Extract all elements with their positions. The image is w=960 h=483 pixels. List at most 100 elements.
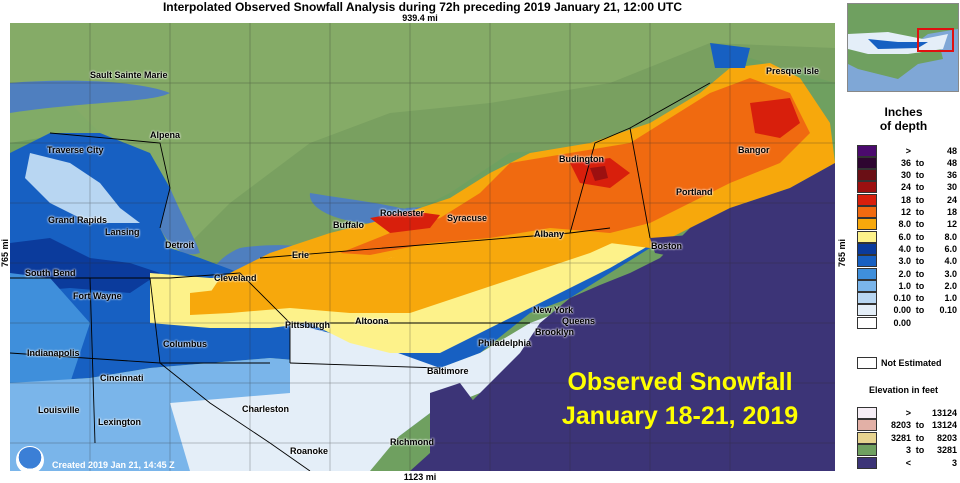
snow-row: 4.0 to 6.0 bbox=[857, 242, 957, 255]
scale-top-label: 939.4 mi bbox=[402, 13, 438, 23]
snow-high-value: 30 bbox=[946, 182, 957, 193]
legend: Inches of depth >48 36 to 48 30 to 36 24 to 30 18 t… bbox=[847, 95, 960, 480]
city-roanoke: Roanoke bbox=[290, 446, 329, 456]
snow-low-value: 36 bbox=[900, 157, 911, 168]
snow-low-value: 18 bbox=[900, 194, 911, 205]
snow-high-value: 3.0 bbox=[944, 268, 957, 279]
city-erie: Erie bbox=[292, 250, 310, 260]
legend-title: Inches of depth bbox=[847, 105, 960, 133]
snow-high-value: 6.0 bbox=[944, 243, 957, 254]
snow-row: 2.0 to 3.0 bbox=[857, 267, 957, 280]
elev-swatch bbox=[857, 456, 877, 469]
elev-row: 3281 to 8203 bbox=[857, 431, 957, 444]
observed-snowfall-overlay: Observed Snowfall January 18-21, 2019 bbox=[545, 365, 815, 433]
city-richmond: Richmond bbox=[390, 437, 434, 447]
snow-row: 0.10 to 1.0 bbox=[857, 292, 957, 305]
city-baltimore: Baltimore bbox=[427, 366, 469, 376]
snow-swatch bbox=[857, 193, 877, 206]
snow-to-label: to bbox=[915, 280, 925, 291]
snow-row: 30 to 36 bbox=[857, 169, 957, 182]
snow-low-value: 30 bbox=[900, 170, 911, 181]
inset-highlight-box bbox=[917, 28, 954, 52]
snow-low-value: 0.00 bbox=[893, 305, 911, 316]
snow-row: >48 bbox=[857, 144, 957, 157]
snow-high-value: 12 bbox=[946, 219, 957, 230]
not-estimated-legend: Not Estimated bbox=[857, 357, 942, 369]
city-lexington: Lexington bbox=[98, 417, 141, 427]
city-charleston: Charleston bbox=[242, 404, 290, 414]
overlay-line-2: January 18-21, 2019 bbox=[561, 402, 799, 430]
snow-high-value: 24 bbox=[946, 194, 957, 205]
elev-high-value: 3281 bbox=[936, 445, 957, 455]
snow-high-value: 48 bbox=[946, 145, 957, 156]
elevation-legend-title: Elevation in feet bbox=[868, 385, 939, 395]
inset-map bbox=[847, 3, 959, 92]
snow-swatch bbox=[857, 230, 877, 243]
legend-title-line-1: Inches bbox=[884, 105, 923, 119]
snow-to-label: to bbox=[915, 268, 925, 279]
snow-swatch bbox=[857, 316, 877, 329]
elev-swatch bbox=[857, 444, 877, 456]
created-timestamp: Created 2019 Jan 21, 14:45 Z bbox=[52, 460, 175, 470]
snow-to-label: to bbox=[915, 170, 925, 181]
snow-row: 24 to 30 bbox=[857, 181, 957, 194]
city-lansing: Lansing bbox=[105, 227, 140, 237]
elev-low-value: 3 bbox=[905, 445, 911, 455]
city-presque-isle: Presque Isle bbox=[766, 66, 820, 76]
snow-to-label: to bbox=[915, 305, 925, 316]
city-philadelphia: Philadelphia bbox=[478, 338, 532, 348]
snow-row: 0.00 bbox=[857, 316, 957, 329]
scale-right-label: 765 mi bbox=[837, 238, 847, 268]
city-grand-rapids: Grand Rapids bbox=[48, 215, 108, 225]
city-buffalo: Buffalo bbox=[333, 220, 364, 230]
city-bangor: Bangor bbox=[738, 145, 770, 155]
snow-low-value: 12 bbox=[900, 207, 911, 217]
snow-high-value: 18 bbox=[946, 207, 957, 217]
city-budington: Budington bbox=[559, 154, 604, 164]
city-pittsburgh: Pittsburgh bbox=[285, 320, 330, 330]
snow-low-value: 3.0 bbox=[898, 256, 911, 267]
city-altoona: Altoona bbox=[355, 316, 389, 326]
not-estimated-swatch bbox=[857, 357, 877, 369]
city-south-bend: South Bend bbox=[25, 268, 76, 278]
elev-swatch bbox=[857, 431, 877, 444]
overlay-line-1: Observed Snowfall bbox=[567, 368, 793, 396]
city-portland: Portland bbox=[676, 187, 713, 197]
city-cincinnati: Cincinnati bbox=[100, 373, 144, 383]
elev-to-label: to bbox=[915, 420, 925, 430]
not-estimated-label: Not Estimated bbox=[881, 358, 942, 368]
city-syracuse: Syracuse bbox=[447, 213, 488, 223]
snow-swatch bbox=[857, 267, 877, 280]
city-queens: Queens bbox=[562, 316, 596, 326]
elev-low-value: 3281 bbox=[890, 432, 911, 443]
elev-swatch bbox=[857, 406, 877, 419]
snow-high-value: 36 bbox=[946, 170, 957, 181]
snow-swatch bbox=[857, 242, 877, 255]
elev-low-value: > bbox=[905, 407, 911, 418]
snow-swatch bbox=[857, 156, 877, 169]
elev-to-label: to bbox=[915, 432, 925, 443]
snow-high-value: 4.0 bbox=[944, 256, 957, 267]
city-rochester: Rochester bbox=[380, 208, 425, 218]
snow-row: 6.0 to 8.0 bbox=[857, 230, 957, 243]
elev-low-value: < bbox=[905, 457, 911, 468]
map-title: Interpolated Observed Snowfall Analysis … bbox=[162, 0, 683, 14]
snow-swatch bbox=[857, 169, 877, 182]
snow-low-value: 6.0 bbox=[898, 231, 911, 242]
snow-low-value: 2.0 bbox=[898, 268, 911, 279]
city-cleveland: Cleveland bbox=[214, 273, 257, 283]
snow-low-value: 4.0 bbox=[898, 243, 911, 254]
elev-row: <3 bbox=[857, 456, 957, 469]
elev-high-value: 3 bbox=[951, 457, 957, 468]
snow-row: 12 to 18 bbox=[857, 206, 957, 218]
snow-low-value: 8.0 bbox=[898, 219, 911, 230]
snow-low-value: 1.0 bbox=[898, 280, 911, 291]
snow-low-value: 0.10 bbox=[893, 293, 911, 304]
snow-high-value: 48 bbox=[946, 157, 957, 168]
city-sault-sainte-marie: Sault Sainte Marie bbox=[90, 70, 168, 80]
city-detroit: Detroit bbox=[165, 240, 194, 250]
snowfall-map bbox=[10, 23, 835, 471]
city-alpena: Alpena bbox=[150, 130, 181, 140]
snow-to-label: to bbox=[915, 182, 925, 193]
snow-to-label: to bbox=[915, 231, 925, 242]
